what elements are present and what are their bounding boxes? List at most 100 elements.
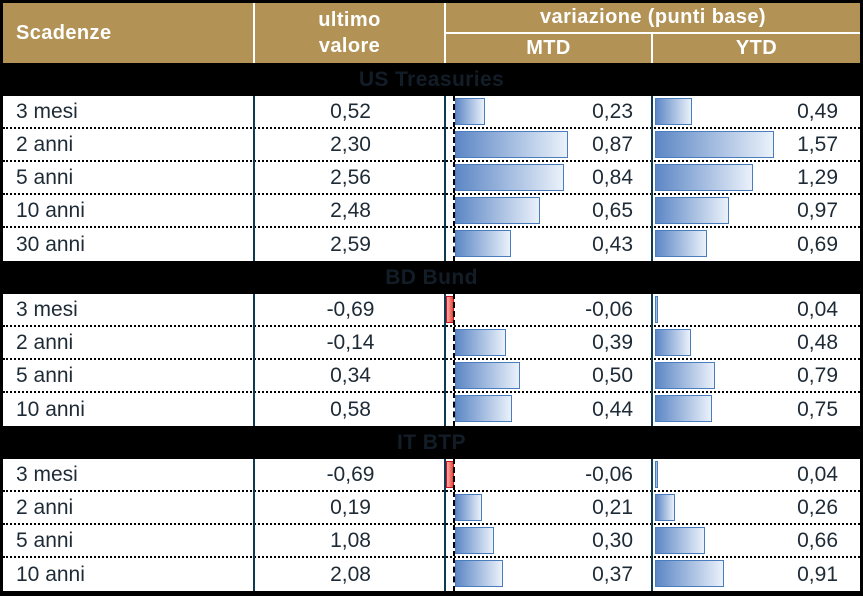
mtd-cell: 0,65 [446,195,653,226]
column-divider [444,459,446,591]
ytd-value: 0,91 [797,562,838,586]
maturity-label: 3 mesi [16,99,78,123]
ytd-cell: 0,91 [653,558,860,591]
ultimo-label: ultimo [318,9,381,31]
mtd-zero-axis [453,294,455,325]
ytd-value: 0,79 [797,363,838,387]
ultimo-valore-value: 2,59 [330,232,371,256]
mtd-value: 0,21 [592,495,633,519]
mtd-bar [455,164,564,191]
ytd-cell: 0,79 [653,360,860,391]
mtd-cell: 0,30 [446,525,653,556]
mtd-cell: 0,44 [446,393,653,426]
mtd-cell: 0,23 [446,96,653,127]
ytd-bar [655,296,658,323]
mtd-bar [455,527,494,554]
mtd-zero-axis [453,525,455,556]
table-row: 5 anni 0,34 0,50 0,79 [3,360,860,393]
ytd-bar [655,494,675,521]
ytd-value: 1,57 [797,132,838,156]
mtd-value: 0,65 [592,198,633,222]
column-divider [651,96,653,261]
mtd-zero-axis [453,459,455,490]
mtd-value: 0,43 [592,232,633,256]
mtd-cell: 0,43 [446,228,653,261]
valore-label: valore [318,35,381,57]
ytd-bar [655,131,774,158]
mtd-cell: 0,84 [446,162,653,193]
ytd-cell: 0,48 [653,327,860,358]
mtd-value: 0,50 [592,363,633,387]
mtd-zero-axis [453,393,455,426]
mtd-value: 0,84 [592,165,633,189]
column-divider [253,459,255,591]
ultimo-valore-value: 2,56 [330,165,371,189]
ultimo-valore-value: 2,08 [330,562,371,586]
table-row: 3 mesi -0,69 -0,06 0,04 [3,459,860,492]
table-row: 10 anni 2,48 0,65 0,97 [3,195,860,228]
maturity-label: 5 anni [16,363,74,387]
ytd-cell: 0,66 [653,525,860,556]
mtd-value: 0,39 [592,330,633,354]
ytd-bar [655,395,712,422]
ytd-bar [655,230,707,257]
table-row: 30 anni 2,59 0,43 0,69 [3,228,860,261]
mtd-cell: -0,06 [446,294,653,325]
table-row: 10 anni 2,08 0,37 0,91 [3,558,860,591]
column-header-variazione: variazione (punti base) [446,3,860,32]
mtd-value: 0,37 [592,562,633,586]
ytd-bar [655,527,705,554]
ytd-bar [655,98,692,125]
column-header-ytd: YTD [653,34,860,63]
ytd-cell: 0,69 [653,228,860,261]
maturity-label: 5 anni [16,528,74,552]
table-row: 5 anni 2,56 0,84 1,29 [3,162,860,195]
mtd-cell: 0,37 [446,558,653,591]
column-divider [651,294,653,426]
mtd-cell: -0,06 [446,459,653,490]
ytd-bar [655,461,658,488]
section-header: BD Bund [3,261,860,294]
ultimo-valore-value: 0,34 [330,363,371,387]
ytd-cell: 0,49 [653,96,860,127]
table-header: Scadenze ultimo valore variazione (punti… [3,3,860,63]
mtd-bar [455,494,482,521]
mtd-zero-axis [453,96,455,127]
ytd-value: 0,97 [797,198,838,222]
ytd-value: 0,04 [797,297,838,321]
maturity-label: 2 anni [16,330,74,354]
column-divider [253,294,255,426]
ytd-bar [655,329,691,356]
table-row: 10 anni 0,58 0,44 0,75 [3,393,860,426]
section-title: US Treasuries [358,67,505,91]
maturity-label: 10 anni [16,198,85,222]
ultimo-valore-value: 0,52 [330,99,371,123]
mtd-zero-axis [453,162,455,193]
maturity-label: 3 mesi [16,297,78,321]
mtd-zero-axis [453,195,455,226]
ytd-cell: 1,57 [653,129,860,160]
mtd-bar [455,329,506,356]
mtd-value: 0,30 [592,528,633,552]
ytd-value: 0,26 [797,495,838,519]
ytd-value: 1,29 [797,165,838,189]
mtd-zero-axis [453,360,455,391]
mtd-cell: 0,21 [446,492,653,523]
table-row: 2 anni -0,14 0,39 0,48 [3,327,860,360]
maturity-label: 10 anni [16,397,85,421]
ytd-value: 0,49 [797,99,838,123]
maturity-label: 5 anni [16,165,74,189]
mtd-zero-axis [453,558,455,591]
ultimo-valore-value: 1,08 [330,528,371,552]
section-header: US Treasuries [3,63,860,96]
ytd-value: 0,69 [797,232,838,256]
mtd-zero-axis [453,228,455,261]
ultimo-valore-value: -0,14 [326,330,375,354]
mtd-bar [455,362,520,389]
column-divider [651,459,653,591]
mtd-zero-axis [453,129,455,160]
mtd-ytd-header-row: MTD YTD [446,34,860,63]
ytd-cell: 0,04 [653,459,860,490]
ytd-value: 0,48 [797,330,838,354]
ultimo-valore-value: 2,30 [330,132,371,156]
